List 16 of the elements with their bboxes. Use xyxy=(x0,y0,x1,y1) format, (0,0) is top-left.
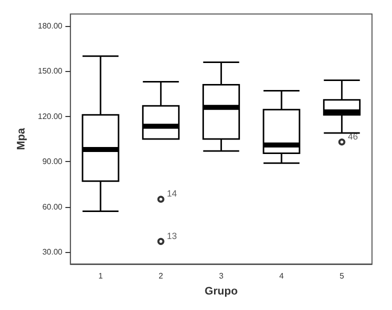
x-tick-label: 4 xyxy=(279,272,284,280)
y-tick-label: 90.00 xyxy=(42,157,63,166)
annotation: 46 xyxy=(348,132,358,142)
x-tick-label: 2 xyxy=(158,272,164,280)
y-axis-title: Mpa xyxy=(16,127,28,150)
y-tick-label: 180.00 xyxy=(38,22,63,31)
x-axis-title: Grupo xyxy=(204,286,238,298)
y-tick-label: 120.00 xyxy=(38,112,63,121)
x-tick-label: 5 xyxy=(340,272,345,280)
annotation: 14 xyxy=(166,188,177,199)
x-tick-label: 3 xyxy=(218,272,224,280)
y-tick-label: 150.00 xyxy=(38,66,63,76)
x-tick-label: 1 xyxy=(98,272,104,280)
annotation: 13 xyxy=(166,230,177,241)
y-tick-label: 30.00 xyxy=(42,247,63,256)
y-tick-label: 60.00 xyxy=(42,202,63,212)
